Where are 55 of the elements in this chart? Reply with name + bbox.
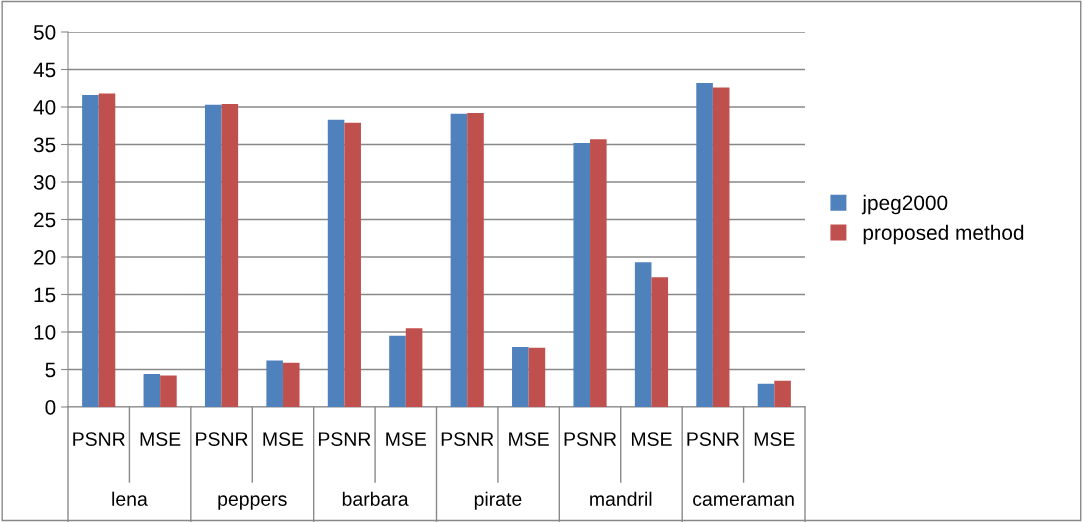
x-tick-label: PSNR bbox=[564, 432, 617, 446]
y-tick-label: 40 bbox=[33, 100, 56, 115]
bar bbox=[204, 104, 222, 407]
text: pirate bbox=[474, 491, 522, 510]
bar bbox=[82, 95, 99, 407]
x-tick-label: PSNR bbox=[687, 432, 739, 446]
x-tick-label: PSNR bbox=[73, 432, 125, 446]
x-tick-label: MSE bbox=[509, 432, 549, 446]
text: lena bbox=[112, 491, 148, 506]
bar bbox=[327, 119, 345, 407]
y-tick-label: 0 bbox=[45, 400, 56, 415]
bar bbox=[389, 335, 406, 407]
legend-label: proposed method bbox=[863, 224, 1024, 245]
bar bbox=[467, 113, 484, 407]
bar bbox=[634, 262, 652, 407]
x-tick-label: MSE bbox=[140, 432, 181, 446]
x-tick-label: PSNR bbox=[441, 432, 494, 446]
y-tick-label: 5 bbox=[45, 362, 56, 378]
bar bbox=[528, 347, 546, 407]
x-tick-label: MSE bbox=[631, 432, 672, 446]
bar bbox=[221, 104, 239, 407]
text: mandril bbox=[590, 491, 652, 506]
x-tick-label: MSE bbox=[386, 432, 427, 446]
x-tick-label: PSNR bbox=[196, 432, 248, 446]
bar bbox=[512, 347, 529, 407]
text: peppers bbox=[218, 495, 287, 510]
y-tick-label: 45 bbox=[33, 62, 56, 78]
y-tick-label: 15 bbox=[34, 287, 56, 303]
x-tick-label: MSE bbox=[754, 432, 795, 446]
y-tick-label: 30 bbox=[33, 175, 56, 190]
y-tick-label: 25 bbox=[34, 212, 56, 228]
y-tick-label: 50 bbox=[33, 25, 56, 40]
bar bbox=[774, 380, 791, 407]
bar bbox=[651, 277, 669, 407]
y-tick-label: 10 bbox=[34, 325, 56, 340]
text: cameraman bbox=[693, 495, 794, 506]
y-tick-label: 20 bbox=[34, 250, 56, 265]
bar bbox=[405, 328, 423, 407]
bar bbox=[344, 122, 361, 407]
bar bbox=[266, 360, 283, 407]
bar bbox=[573, 143, 591, 407]
bar bbox=[282, 362, 300, 407]
bar bbox=[143, 374, 161, 407]
bar bbox=[696, 83, 713, 407]
text: barbara bbox=[342, 491, 409, 506]
bar bbox=[160, 375, 177, 407]
x-tick-label: PSNR bbox=[318, 432, 371, 446]
bar bbox=[757, 383, 775, 407]
bar bbox=[98, 93, 116, 407]
x-tick-label: MSE bbox=[263, 432, 304, 446]
y-tick-label: 35 bbox=[33, 137, 56, 153]
bar bbox=[590, 139, 607, 407]
legend-label: jpeg2000 bbox=[861, 194, 948, 215]
bar bbox=[712, 87, 730, 407]
bar bbox=[450, 113, 468, 407]
